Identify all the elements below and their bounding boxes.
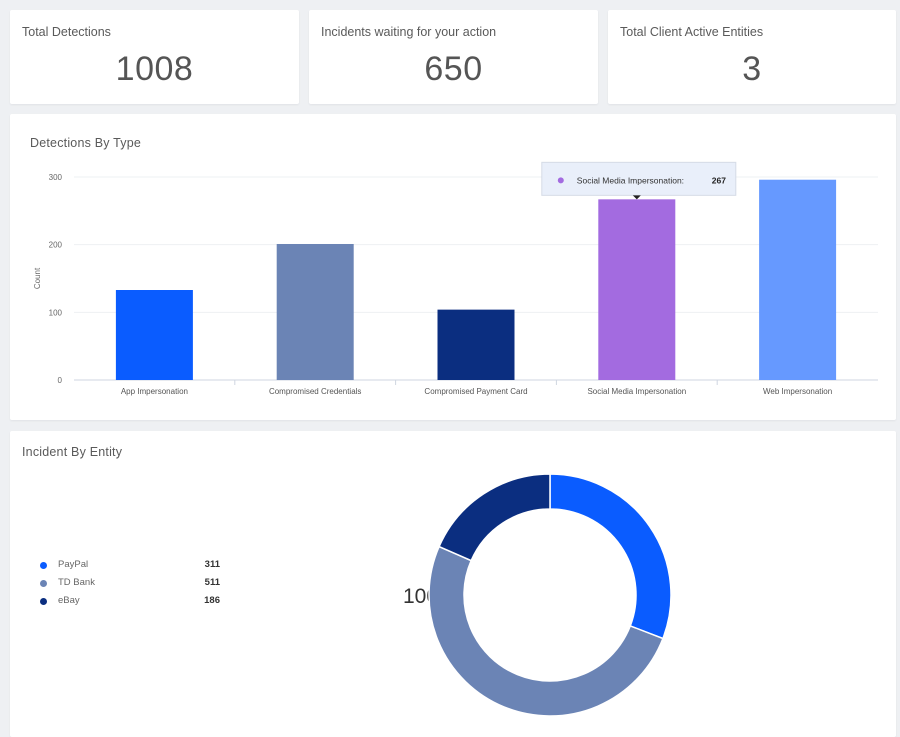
bar-chart: 0 100 200 300 Count App Impersonation Compromi… [33,161,878,396]
legend-label: PayPal [58,559,89,570]
x-tick-label: Compromised Payment Card [424,387,527,396]
kpi-card-active-entities: Total Client Active Entities 3 [608,10,896,104]
legend-dot-icon [40,562,47,569]
kpi-value: 3 [742,50,762,88]
incident-by-entity-card: Incident By Entity PayPal 311 TD Bank 511 eB… [10,431,896,737]
y-tick-label: 100 [49,308,63,317]
tooltip-value: 267 [712,175,726,185]
legend-value: 511 [204,577,220,588]
kpi-title: Incidents waiting for your action [321,25,497,39]
tooltip-dot [557,177,564,184]
x-tick-label: Compromised Credentials [269,387,361,396]
legend-item[interactable]: eBay 186 [40,595,220,609]
donut-slice [438,473,551,562]
legend-label: TD Bank [58,577,95,588]
kpi-title: Total Detections [22,25,111,39]
kpi-value: 650 [424,50,483,88]
bar [598,199,676,380]
y-axis-label: Count [33,267,42,289]
x-tick-label: App Impersonation [121,387,188,396]
donut-slice [428,545,664,717]
kpi-value: 1008 [115,50,194,88]
bar [759,179,837,380]
kpi-title: Total Client Active Entities [620,25,764,39]
donut-slice [549,473,672,640]
kpi-card-incidents-waiting: Incidents waiting for your action 650 [309,10,598,104]
legend-dot-icon [40,598,47,605]
legend-item[interactable]: PayPal 311 [40,559,220,573]
y-tick-label: 0 [58,376,63,385]
y-tick-label: 300 [49,173,63,182]
tooltip-pointer [632,195,641,200]
legend-item[interactable]: TD Bank 511 [40,577,220,591]
x-tick-label: Social Media Impersonation [587,387,686,396]
legend-value: 186 [204,595,220,606]
section-title: Incident By Entity [22,445,123,459]
chart-tooltip: Social Media Impersonation: 267 [541,161,737,200]
donut-chart: 100 [403,473,672,717]
tooltip-label: Social Media Impersonation: [577,175,684,185]
section-title: Detections By Type [30,136,142,150]
legend-label: eBay [58,595,80,606]
bar [115,290,193,380]
legend-value: 311 [204,559,220,570]
kpi-card-total-detections: Total Detections 1008 [10,10,299,104]
y-tick-label: 200 [49,241,63,250]
x-tick-label: Web Impersonation [763,387,832,396]
legend-dot-icon [40,580,47,587]
bar [276,243,354,380]
detections-by-type-card: Detections By Type 0 100 200 300 Count App Im… [10,114,896,420]
bar [437,309,515,380]
